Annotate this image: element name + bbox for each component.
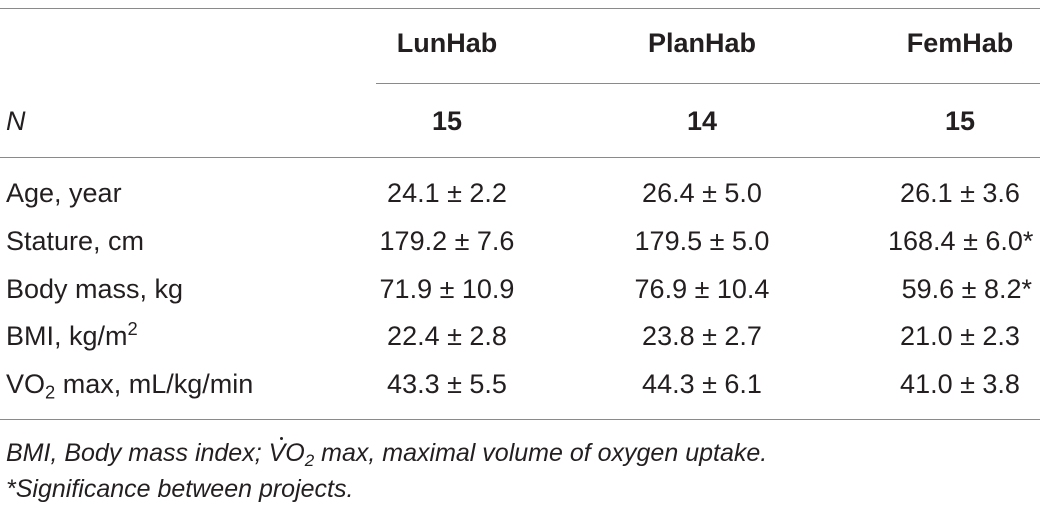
- n-row-label: N: [6, 106, 26, 136]
- vo2-max-femhab: 41.0 ± 3.8: [900, 369, 1020, 399]
- bmi-unit-superscript: 2: [127, 317, 138, 339]
- table-bottom-rule: [0, 419, 1040, 420]
- n-lunhab: 15: [431, 106, 463, 136]
- bmi-femhab: 21.0 ± 2.3: [900, 321, 1020, 351]
- vo2-max-lunhab: 43.3 ± 5.5: [387, 369, 507, 399]
- age-lunhab: 24.1 ± 2.2: [387, 178, 507, 208]
- column-header-femhab: FemHab: [906, 28, 1014, 58]
- stature-planhab: 179.5 ± 5.0: [634, 226, 770, 256]
- bmi-lunhab: 22.4 ± 2.8: [387, 321, 507, 351]
- body-mass-lunhab: 71.9 ± 10.9: [379, 274, 515, 304]
- row-label-vo2-max: VO2 max, mL/kg/min: [6, 369, 254, 403]
- footnote-significance: *Significance between projects.: [6, 475, 354, 503]
- n-femhab: 15: [944, 106, 976, 136]
- row-label-age: Age, year: [6, 178, 122, 208]
- column-header-planhab: PlanHab: [647, 28, 757, 58]
- stature-lunhab: 179.2 ± 7.6: [379, 226, 515, 256]
- body-mass-femhab: 59.6 ± 8.2*: [901, 274, 1032, 304]
- row-label-stature: Stature, cm: [6, 226, 145, 256]
- row-label-bmi: BMI, kg/m2: [6, 317, 138, 351]
- bmi-planhab: 23.8 ± 2.7: [642, 321, 762, 351]
- vo2-subscript: 2: [45, 381, 56, 403]
- table-top-rule: [0, 8, 1040, 9]
- column-group-rule: [376, 83, 1040, 84]
- vo2-dot-v: V: [268, 436, 286, 467]
- footnote-abbreviations: BMI, Body mass index; VO2 max, maximal v…: [6, 436, 768, 471]
- column-header-lunhab: LunHab: [396, 28, 498, 58]
- row-label-body-mass: Body mass, kg: [6, 274, 184, 304]
- stature-femhab: 168.4 ± 6.0*: [888, 226, 1034, 256]
- age-planhab: 26.4 ± 5.0: [642, 178, 762, 208]
- vo2-max-planhab: 44.3 ± 6.1: [642, 369, 762, 399]
- body-mass-planhab: 76.9 ± 10.4: [634, 274, 770, 304]
- n-planhab: 14: [686, 106, 718, 136]
- age-femhab: 26.1 ± 3.6: [900, 178, 1020, 208]
- header-separator-rule: [0, 157, 1040, 158]
